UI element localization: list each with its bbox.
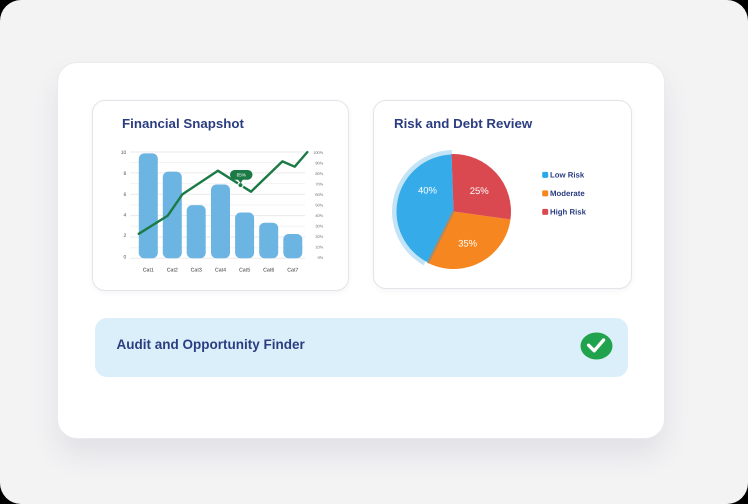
svg-text:High Risk: High Risk xyxy=(550,207,587,216)
svg-text:10%: 10% xyxy=(315,244,323,249)
svg-text:20%: 20% xyxy=(315,234,323,239)
svg-text:60%: 60% xyxy=(315,192,323,197)
svg-text:100%: 100% xyxy=(313,150,323,155)
svg-text:70%: 70% xyxy=(315,181,323,186)
svg-text:Moderate: Moderate xyxy=(550,189,585,198)
svg-text:40%: 40% xyxy=(418,186,438,197)
svg-text:8: 8 xyxy=(124,171,127,177)
svg-text:80%: 80% xyxy=(315,171,323,176)
svg-text:40%: 40% xyxy=(315,213,323,218)
svg-text:6: 6 xyxy=(124,192,127,198)
svg-text:Cat6: Cat6 xyxy=(263,268,274,274)
svg-text:0: 0 xyxy=(124,254,127,260)
svg-text:50%: 50% xyxy=(315,202,323,207)
svg-text:Cat4: Cat4 xyxy=(215,268,226,274)
svg-text:2: 2 xyxy=(124,233,127,239)
svg-text:Cat5: Cat5 xyxy=(239,268,250,274)
svg-text:Cat2: Cat2 xyxy=(167,268,178,274)
svg-text:30%: 30% xyxy=(315,223,323,228)
svg-text:65%: 65% xyxy=(237,173,246,178)
svg-text:4: 4 xyxy=(124,213,127,219)
svg-text:25%: 25% xyxy=(470,186,490,197)
svg-text:Low Risk: Low Risk xyxy=(550,170,585,179)
svg-text:Cat7: Cat7 xyxy=(287,268,298,274)
svg-text:Cat1: Cat1 xyxy=(143,268,154,274)
svg-text:90%: 90% xyxy=(315,160,323,165)
svg-text:0%: 0% xyxy=(318,255,324,260)
svg-text:Cat3: Cat3 xyxy=(191,268,202,274)
svg-text:10: 10 xyxy=(121,150,127,156)
svg-text:35%: 35% xyxy=(458,238,478,249)
